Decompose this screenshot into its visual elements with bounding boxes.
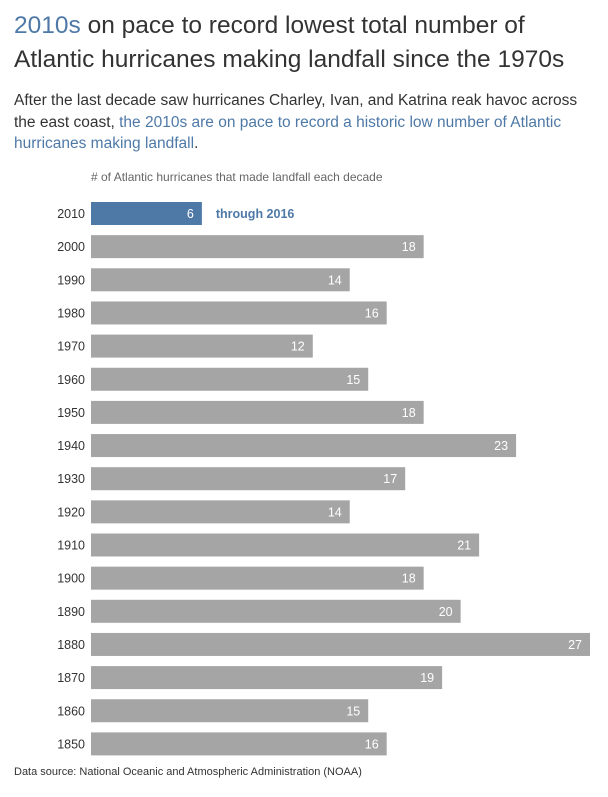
bar-row: 1990 14	[57, 268, 350, 292]
bar	[91, 533, 480, 557]
chart-subtitle: After the last decade saw hurricanes Cha…	[14, 90, 599, 155]
bar-value-label: 18	[402, 240, 416, 254]
subtitle-plain: After the last decade saw hurricanes Cha…	[14, 92, 578, 131]
bar	[91, 235, 424, 259]
bar	[91, 400, 424, 424]
bar-value-label: 12	[291, 340, 305, 354]
bar-annotation: through 2016	[216, 207, 295, 221]
category-label: 1860	[57, 704, 85, 718]
bar-row: 1960 15	[57, 367, 369, 391]
bar-row: 1980 16	[57, 301, 387, 325]
category-label: 1980	[57, 306, 85, 320]
bar-row: 1910 21	[57, 533, 480, 557]
chart-title: 2010s on pace to record lowest total num…	[14, 9, 599, 77]
bar-value-label: 16	[365, 306, 379, 320]
bar-value-label: 15	[346, 704, 360, 718]
bar	[91, 500, 350, 524]
bar	[91, 632, 590, 656]
bar-value-label: 20	[439, 605, 453, 619]
bar	[91, 467, 406, 491]
category-label: 1910	[57, 539, 85, 553]
category-label: 1880	[57, 638, 85, 652]
bar	[91, 566, 424, 590]
bar-value-label: 19	[420, 671, 434, 685]
bar-row: 1940 23	[57, 434, 517, 458]
category-label: 1850	[57, 737, 85, 751]
bar-value-label: 27	[568, 638, 582, 652]
category-label: 1940	[57, 439, 85, 453]
bar	[91, 699, 369, 723]
category-label: 1970	[57, 340, 85, 354]
category-label: 1890	[57, 605, 85, 619]
subtitle-end: .	[194, 135, 199, 152]
bar-value-label: 14	[328, 273, 342, 287]
category-label: 1870	[57, 671, 85, 685]
bar-value-label: 18	[402, 572, 416, 586]
bar-value-label: 6	[187, 207, 194, 221]
bar	[91, 334, 313, 358]
data-source-note: Data source: National Oceanic and Atmosp…	[14, 766, 362, 778]
bar-value-label: 16	[365, 737, 379, 751]
bar-value-label: 21	[457, 539, 471, 553]
bar-value-label: 18	[402, 406, 416, 420]
bar-row: 1920 14	[57, 500, 350, 524]
title-rest: on pace to record lowest total number of…	[14, 12, 565, 73]
category-label: 1950	[57, 406, 85, 420]
bar	[91, 732, 387, 756]
bar-highlighted	[91, 202, 202, 225]
bar-row: 1870 19	[57, 666, 443, 690]
bar-row: 1890 20	[57, 599, 461, 623]
bar	[91, 599, 461, 623]
bar-row: 1950 18	[57, 400, 424, 424]
category-label: 2000	[57, 240, 85, 254]
category-label: 2010	[57, 207, 85, 221]
bar	[91, 301, 387, 325]
bar-row: 2010 6 through 2016	[57, 202, 294, 225]
bar-row: 1970 12	[57, 334, 313, 358]
bar-row: 1900 18	[57, 566, 424, 590]
bar-row: 2000 18	[57, 235, 424, 259]
bar-row: 1930 17	[57, 467, 406, 491]
bar-row: 1850 16	[57, 732, 387, 756]
bar	[91, 666, 443, 690]
category-label: 1960	[57, 373, 85, 387]
bar	[91, 434, 517, 458]
title-highlight: 2010s	[14, 12, 81, 39]
subtitle-highlight: the 2010s are on pace to record a histor…	[14, 113, 562, 153]
bar-value-label: 23	[494, 439, 508, 453]
bar-value-label: 17	[383, 472, 397, 486]
bar-value-label: 14	[328, 505, 342, 519]
axis-caption: # of Atlantic hurricanes that made landf…	[91, 170, 383, 184]
bar	[91, 268, 350, 292]
bar-row: 1880 27	[57, 632, 590, 656]
category-label: 1990	[57, 273, 85, 287]
bar-row: 1860 15	[57, 699, 369, 723]
category-label: 1900	[57, 572, 85, 586]
bar-value-label: 15	[346, 373, 360, 387]
category-label: 1930	[57, 472, 85, 486]
bar	[91, 367, 369, 391]
category-label: 1920	[57, 505, 85, 519]
